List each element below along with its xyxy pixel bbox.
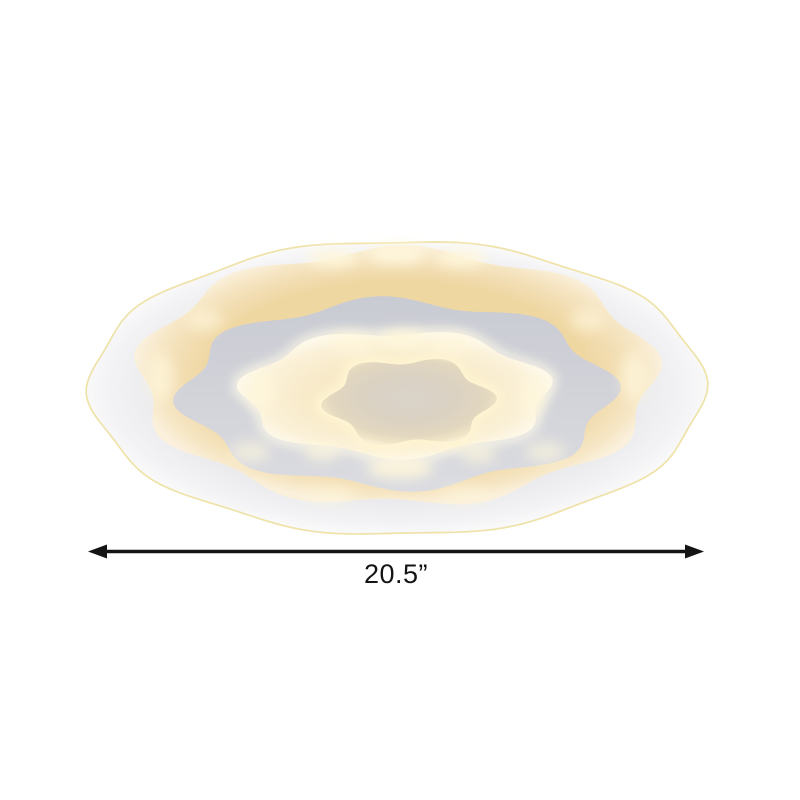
dimension-arrow-left-icon (88, 544, 107, 559)
led-glow-spot (621, 353, 647, 401)
dimension-label: 20.5” (364, 559, 428, 589)
led-glow-spot (525, 441, 565, 463)
led-glow-spot (432, 335, 472, 351)
led-glow-spot (521, 378, 547, 416)
led-glow-spot (187, 309, 223, 331)
led-glow-spot (230, 441, 270, 463)
led-glow-spot (307, 249, 359, 267)
led-glow-spot (147, 353, 173, 401)
led-glow-spot (250, 373, 274, 411)
led-glow-spot (304, 487, 356, 503)
lamp-center-flower-panel (319, 356, 499, 448)
flush-mount-ceiling-lamp (85, 241, 709, 535)
led-glow-spot (367, 457, 433, 479)
led-glow-spot (367, 244, 427, 264)
led-glow-spot (460, 445, 496, 463)
dimension-annotation: 20.5” (88, 544, 704, 589)
led-glow-spot (570, 309, 606, 331)
dimension-arrow-right-icon (685, 544, 704, 559)
led-glow-spot (377, 329, 427, 347)
lamp-led-hotspots (147, 244, 647, 503)
led-glow-spot (330, 333, 374, 351)
led-glow-spot (439, 487, 491, 503)
led-glow-spot (304, 443, 340, 461)
led-glow-spot (435, 249, 487, 267)
